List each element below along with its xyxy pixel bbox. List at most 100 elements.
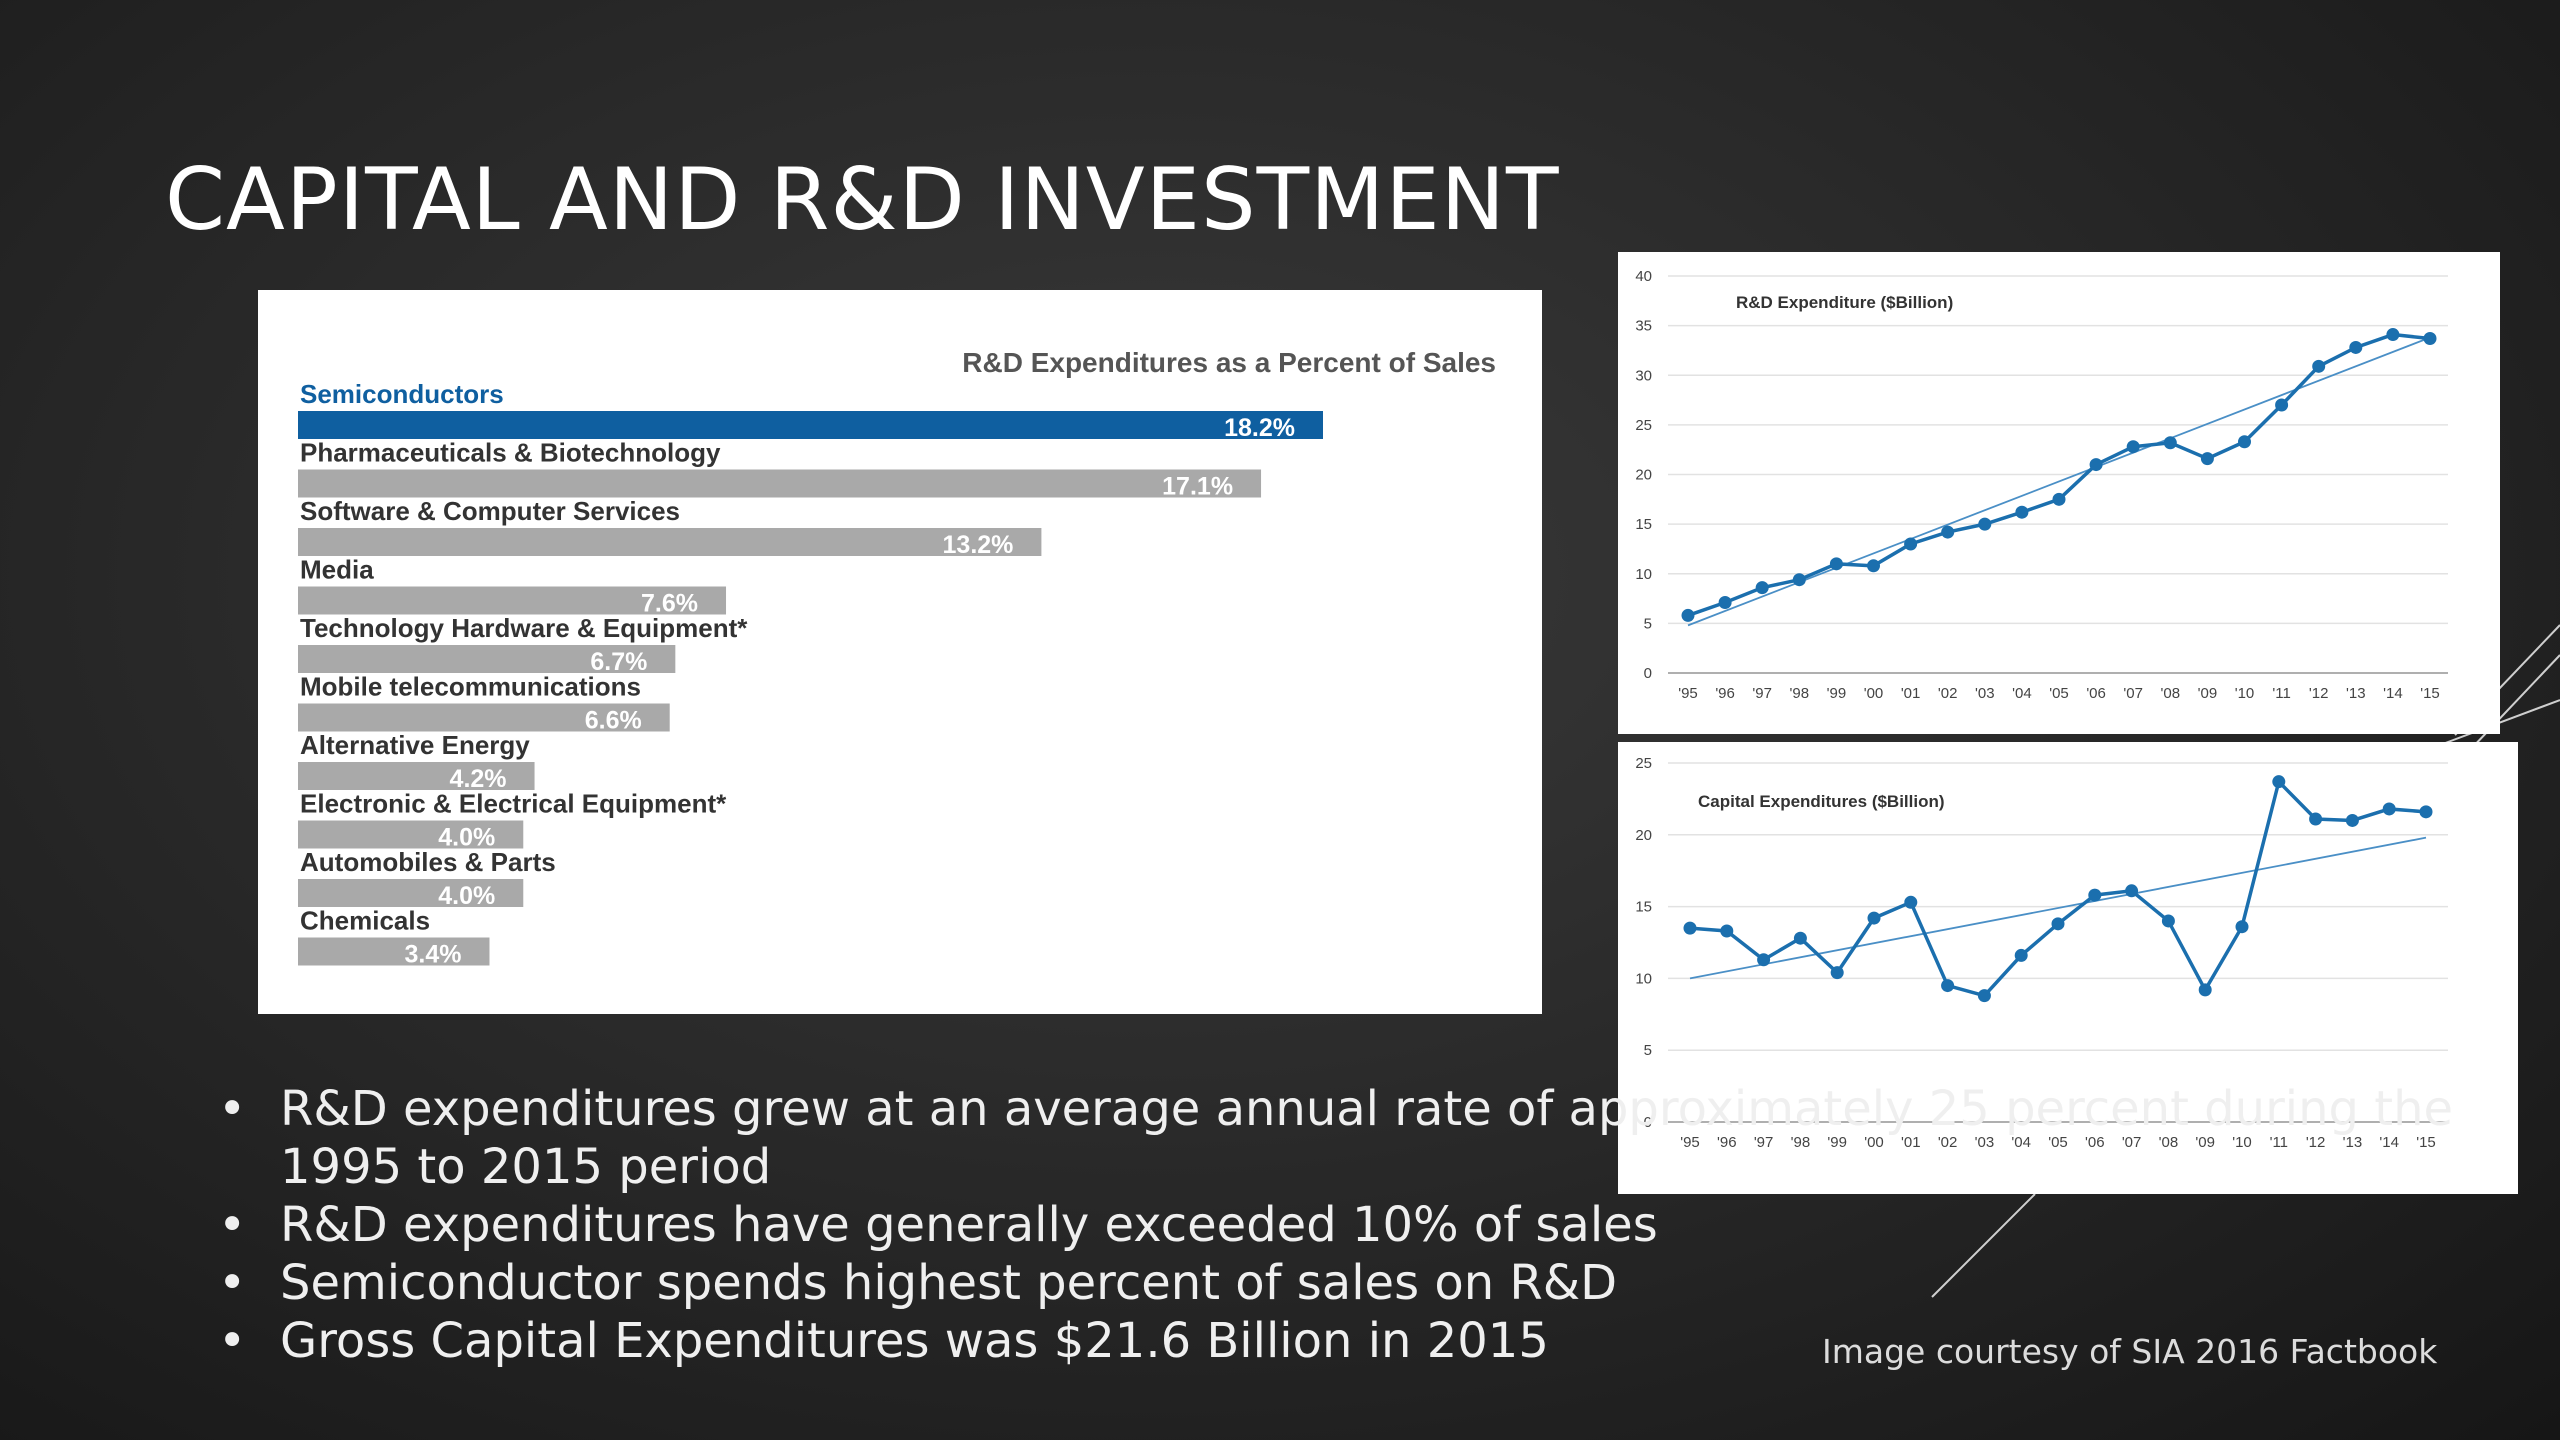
bar-category-label: Media [300, 555, 374, 585]
capital-expenditure-chart: 0 5 10 15 20 25 '95 '96 '97 '98 '99 '00 '01 '02 '03 '04… [1618, 742, 2518, 1194]
y-tick-label: 5 [1644, 615, 1652, 632]
data-point [2312, 359, 2326, 373]
y-tick-label: 0 [1644, 665, 1652, 682]
data-point [2238, 435, 2251, 449]
x-tick-label: '01 [1901, 1134, 1921, 1151]
x-tick-label: '04 [2012, 685, 2032, 702]
data-point [2089, 458, 2103, 472]
y-tick-label: 15 [1635, 899, 1652, 916]
trend-line [1689, 836, 2427, 980]
x-tick-label: '08 [2159, 1134, 2179, 1151]
y-tick-label: 20 [1635, 827, 1652, 844]
data-point [2052, 492, 2066, 506]
bullet-icon: • [218, 1081, 247, 1137]
x-tick-label: '06 [2086, 685, 2106, 702]
x-tick-label: '14 [2383, 685, 2403, 702]
x-tick-label: '15 [2420, 685, 2440, 702]
x-tick-label: '03 [1975, 1134, 1995, 1151]
data-point [2382, 802, 2396, 816]
bullet-text: Gross Capital Expenditures was $21.6 Bil… [280, 1313, 1549, 1369]
data-point [2014, 948, 2028, 962]
x-tick-label: '14 [2379, 1134, 2399, 1151]
bar-category-label: Automobiles & Parts [300, 847, 556, 877]
y-tick-label: 40 [1635, 268, 1652, 285]
bar-category-label: Pharmaceuticals & Biotechnology [300, 438, 721, 468]
x-tick-label: '05 [2048, 1134, 2068, 1151]
data-point [2051, 917, 2065, 931]
rd-line-chart-svg: 0 5 10 15 20 25 30 35 40 '95 '96 '97 '98 '99 '00 '01 '02… [1635, 268, 2448, 702]
bar-value-label: 17.1% [1162, 473, 1233, 501]
bar-value-label: 6.6% [585, 707, 642, 735]
bar-value-label: 18.2% [1224, 414, 1295, 442]
x-tick-label: '98 [1791, 1134, 1811, 1151]
x-tick-label: '09 [2198, 685, 2218, 702]
bar-semiconductors [298, 411, 1323, 439]
data-point [2125, 884, 2139, 898]
x-tick-label: '99 [1827, 1134, 1847, 1151]
data-point [1830, 966, 1844, 980]
x-tick-label: '95 [1678, 685, 1698, 702]
bar [298, 528, 1042, 556]
bar-category-label: Software & Computer Services [300, 496, 680, 526]
x-tick-label: '98 [1790, 685, 1810, 702]
y-tick-label: 10 [1635, 566, 1652, 583]
bar-category-label: Alternative Energy [300, 730, 530, 760]
data-point [2163, 436, 2177, 450]
data-point [1904, 895, 1918, 909]
data-point [1867, 559, 1880, 573]
data-point [2088, 888, 2102, 902]
bar-value-label: 4.0% [438, 824, 495, 852]
y-tick-label: 0 [1644, 1114, 1652, 1131]
data-point [1792, 573, 1806, 587]
bullet-item: • Semiconductor spends highest percent o… [218, 1254, 2560, 1312]
x-tick-label: '02 [1938, 685, 1958, 702]
bar [298, 469, 1262, 498]
bullet-text: Semiconductor spends highest percent of … [280, 1255, 1618, 1311]
bar [298, 762, 535, 790]
y-tick-label: 15 [1635, 516, 1652, 533]
y-tick-label: 30 [1635, 367, 1652, 384]
bar-value-label: 13.2% [943, 531, 1014, 559]
bar [298, 586, 727, 615]
x-tick-label: '07 [2122, 1134, 2142, 1151]
y-tick-label: 5 [1644, 1042, 1652, 1059]
data-point [2198, 983, 2212, 997]
data-point [1681, 608, 1695, 622]
x-tick-label: '15 [2416, 1134, 2436, 1151]
bar [298, 645, 676, 673]
x-tick-label: '00 [1864, 685, 1884, 702]
bar [298, 879, 524, 907]
data-point [2309, 812, 2323, 826]
x-tick-label: '13 [2343, 1134, 2363, 1151]
data-point [1904, 537, 1918, 551]
x-tick-label: '11 [2272, 685, 2290, 702]
data-point [1941, 525, 1955, 539]
line-chart-title: Capital Expenditures ($Billion) [1698, 792, 1945, 811]
bar-value-label: 6.7% [590, 648, 647, 676]
data-point [2161, 914, 2175, 928]
x-tick-label: '07 [2123, 685, 2143, 702]
x-tick-label: '13 [2346, 685, 2366, 702]
x-tick-label: '00 [1864, 1134, 1884, 1151]
x-tick-label: '99 [1827, 685, 1847, 702]
bar [298, 703, 670, 732]
data-point [1757, 953, 1771, 967]
bullet-item: • R&D expenditures have generally exceede… [218, 1196, 2560, 1254]
x-tick-label: '97 [1754, 1134, 1774, 1151]
x-tick-label: '10 [2235, 685, 2255, 702]
data-point [1755, 581, 1769, 595]
data-point [2349, 340, 2363, 354]
x-tick-label: '01 [1901, 685, 1921, 702]
data-point [2126, 440, 2140, 454]
data-point [2419, 805, 2433, 819]
data-point [2423, 332, 2437, 346]
bullet-icon: • [218, 1255, 247, 1311]
x-tick-label: '96 [1717, 1134, 1737, 1151]
data-point [2200, 452, 2214, 466]
y-tick-label: 20 [1635, 467, 1652, 484]
bar-category-label: Electronic & Electrical Equipment* [300, 789, 727, 819]
data-point [2015, 505, 2029, 519]
x-tick-label: '12 [2306, 1134, 2326, 1151]
data-point [1978, 517, 1992, 531]
y-tick-label: 35 [1635, 318, 1652, 335]
